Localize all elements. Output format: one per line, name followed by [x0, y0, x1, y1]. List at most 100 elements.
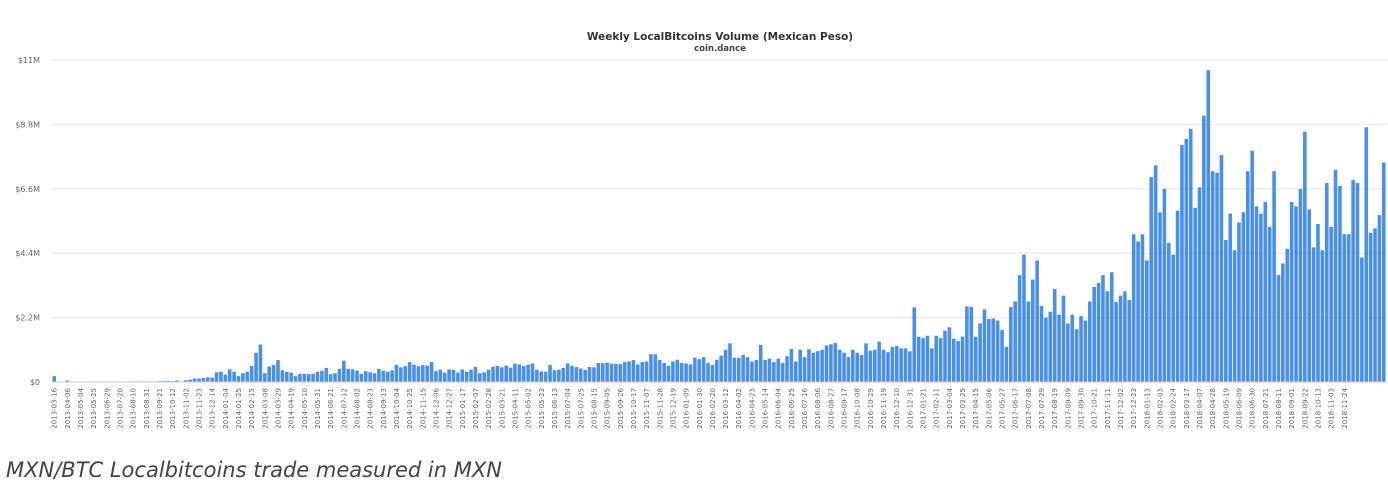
- bar[interactable]: [192, 378, 197, 382]
- bar[interactable]: [1382, 162, 1386, 382]
- bar[interactable]: [1241, 212, 1246, 382]
- bar[interactable]: [478, 373, 482, 382]
- bar[interactable]: [960, 336, 965, 382]
- bar[interactable]: [846, 357, 851, 382]
- bar[interactable]: [1131, 234, 1136, 382]
- bar[interactable]: [460, 369, 465, 382]
- bar[interactable]: [987, 319, 991, 382]
- bar[interactable]: [276, 360, 280, 382]
- bar[interactable]: [363, 371, 368, 382]
- bar[interactable]: [785, 356, 789, 382]
- bar[interactable]: [697, 359, 702, 382]
- bar[interactable]: [1263, 201, 1268, 382]
- bar[interactable]: [780, 362, 785, 382]
- bar[interactable]: [653, 354, 658, 382]
- bar[interactable]: [337, 368, 342, 382]
- bar[interactable]: [636, 364, 640, 382]
- bar[interactable]: [1228, 213, 1233, 382]
- bar[interactable]: [802, 357, 807, 382]
- bar[interactable]: [1298, 188, 1303, 382]
- bar[interactable]: [930, 348, 934, 382]
- bar[interactable]: [227, 369, 232, 382]
- bar[interactable]: [1079, 316, 1083, 382]
- bar[interactable]: [881, 349, 886, 382]
- bar[interactable]: [219, 371, 223, 382]
- bar[interactable]: [1364, 127, 1369, 382]
- bar[interactable]: [473, 366, 478, 382]
- bar[interactable]: [407, 362, 412, 382]
- bar[interactable]: [1276, 275, 1281, 382]
- bar[interactable]: [1044, 317, 1048, 382]
- bar[interactable]: [306, 374, 311, 382]
- bar[interactable]: [1105, 291, 1110, 382]
- bar[interactable]: [1215, 172, 1219, 382]
- bar[interactable]: [508, 367, 513, 382]
- bar[interactable]: [1360, 257, 1364, 382]
- bar[interactable]: [978, 323, 982, 382]
- bar[interactable]: [583, 369, 587, 382]
- bar[interactable]: [925, 335, 930, 382]
- bar[interactable]: [284, 371, 289, 382]
- bar[interactable]: [982, 309, 987, 382]
- bar[interactable]: [763, 360, 767, 382]
- bar[interactable]: [657, 360, 662, 382]
- bar[interactable]: [320, 370, 324, 382]
- bar[interactable]: [201, 377, 206, 382]
- bar[interactable]: [864, 343, 868, 382]
- bar[interactable]: [214, 372, 219, 382]
- bar[interactable]: [1224, 240, 1228, 382]
- bar[interactable]: [469, 369, 473, 382]
- bar[interactable]: [736, 357, 741, 382]
- bar[interactable]: [666, 365, 671, 382]
- bar[interactable]: [254, 352, 258, 382]
- bar[interactable]: [1149, 177, 1154, 382]
- bar[interactable]: [1061, 295, 1066, 382]
- bar[interactable]: [236, 376, 241, 382]
- bar[interactable]: [1017, 275, 1022, 382]
- bar[interactable]: [872, 349, 877, 382]
- bar[interactable]: [372, 373, 377, 382]
- bar[interactable]: [249, 365, 254, 382]
- bar[interactable]: [723, 349, 728, 382]
- bar[interactable]: [1193, 207, 1197, 382]
- bar[interactable]: [1136, 241, 1140, 382]
- bar[interactable]: [1245, 171, 1250, 382]
- bar[interactable]: [1162, 188, 1167, 382]
- bar[interactable]: [1202, 115, 1206, 383]
- bar[interactable]: [1259, 213, 1263, 382]
- bar[interactable]: [1118, 295, 1123, 382]
- bar[interactable]: [938, 338, 943, 382]
- bar[interactable]: [1153, 165, 1158, 382]
- bar[interactable]: [52, 376, 56, 382]
- bar[interactable]: [1206, 70, 1211, 382]
- bar[interactable]: [298, 373, 302, 382]
- bar[interactable]: [1109, 272, 1114, 382]
- bar[interactable]: [1294, 206, 1298, 382]
- bar[interactable]: [890, 346, 895, 382]
- bar[interactable]: [1316, 223, 1320, 382]
- bar[interactable]: [495, 365, 500, 382]
- bar[interactable]: [701, 357, 706, 382]
- bar[interactable]: [1320, 250, 1325, 382]
- bar[interactable]: [1035, 260, 1039, 382]
- bar[interactable]: [482, 372, 487, 382]
- bar[interactable]: [741, 355, 745, 382]
- bar[interactable]: [245, 371, 250, 382]
- bar[interactable]: [486, 369, 491, 382]
- bar[interactable]: [973, 336, 978, 382]
- bar[interactable]: [965, 306, 969, 382]
- bar[interactable]: [820, 349, 824, 382]
- bar[interactable]: [1052, 288, 1057, 382]
- bar[interactable]: [385, 371, 390, 382]
- bar[interactable]: [622, 362, 627, 382]
- bar[interactable]: [526, 364, 530, 382]
- bar[interactable]: [311, 373, 315, 382]
- bar[interactable]: [951, 338, 956, 382]
- bar[interactable]: [464, 371, 469, 382]
- bar[interactable]: [333, 373, 337, 382]
- bar[interactable]: [399, 367, 403, 382]
- bar[interactable]: [324, 367, 329, 382]
- bar[interactable]: [842, 352, 846, 382]
- bar[interactable]: [1166, 242, 1171, 382]
- bar[interactable]: [943, 330, 947, 382]
